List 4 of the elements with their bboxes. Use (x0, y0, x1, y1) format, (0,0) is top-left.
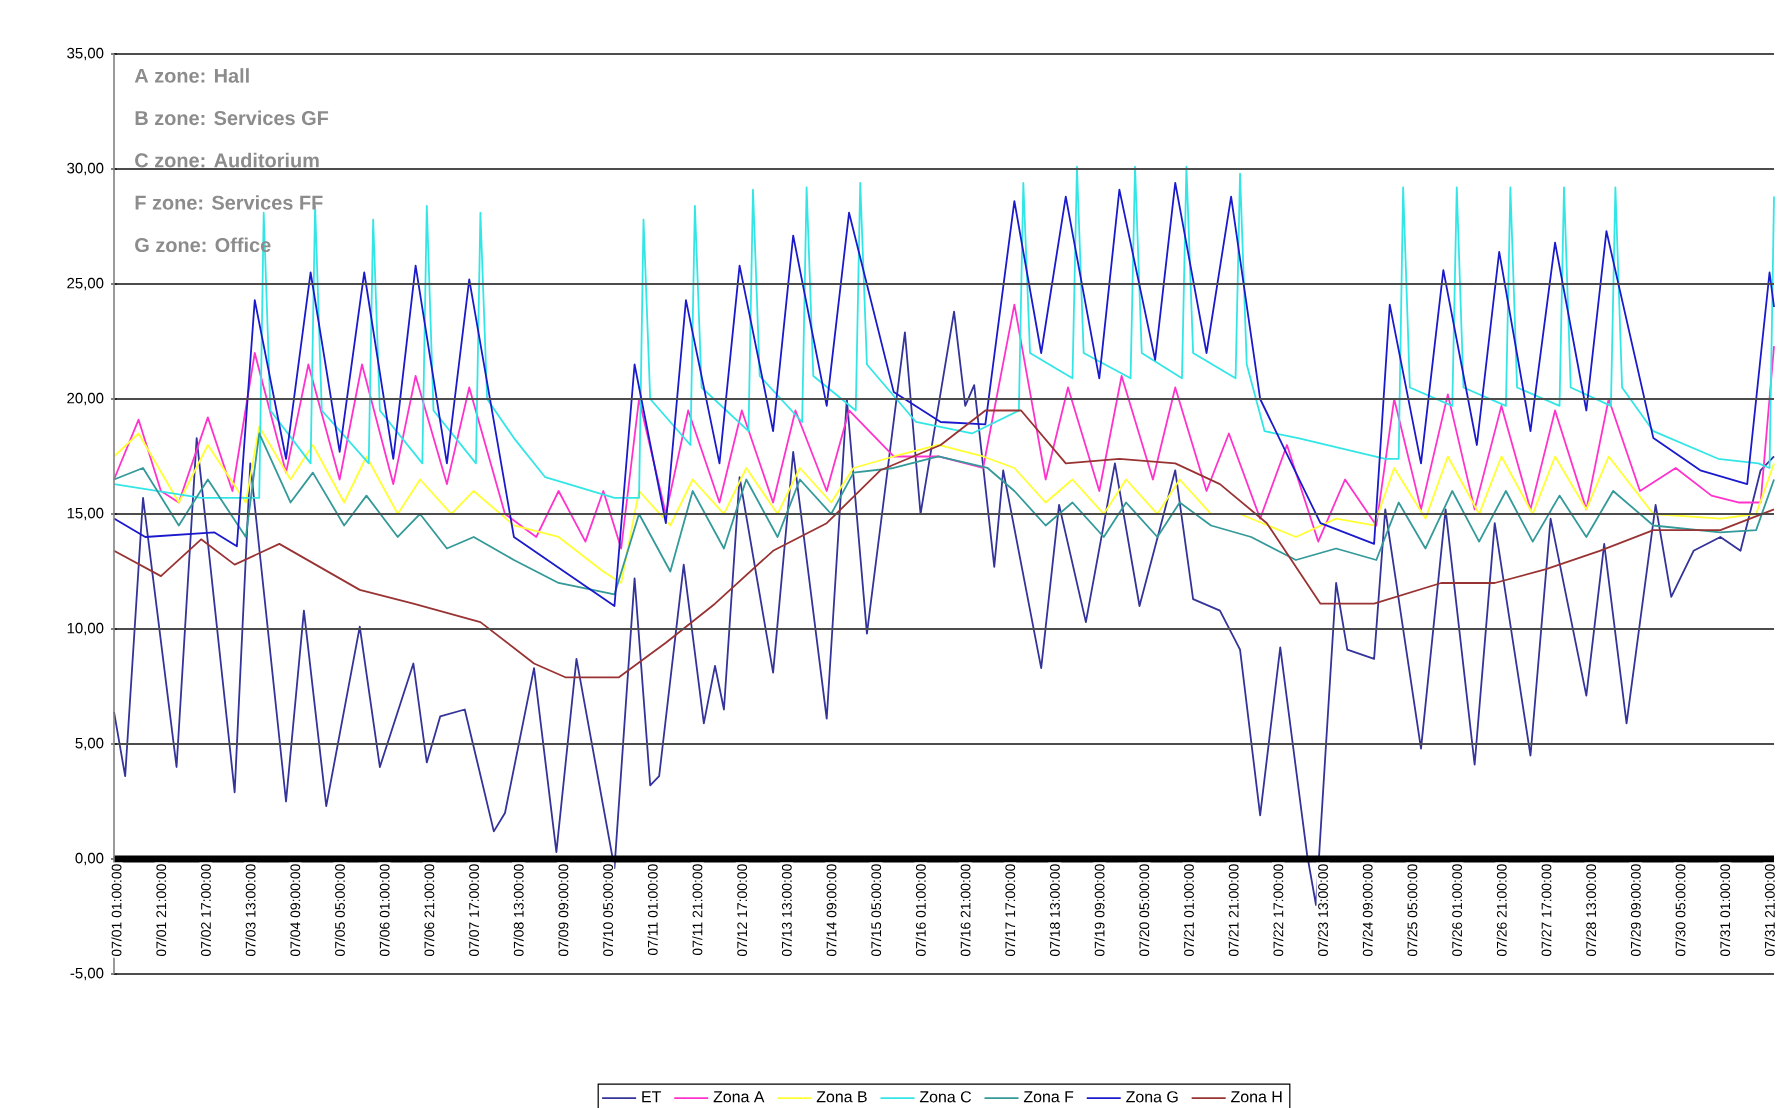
annotation: F zone: Services FF (135, 195, 323, 210)
annotation: B zone: Services GF (135, 110, 329, 126)
annotation: C zone: Auditorium (135, 152, 319, 168)
annotation: A zone: Hall (134, 68, 249, 83)
